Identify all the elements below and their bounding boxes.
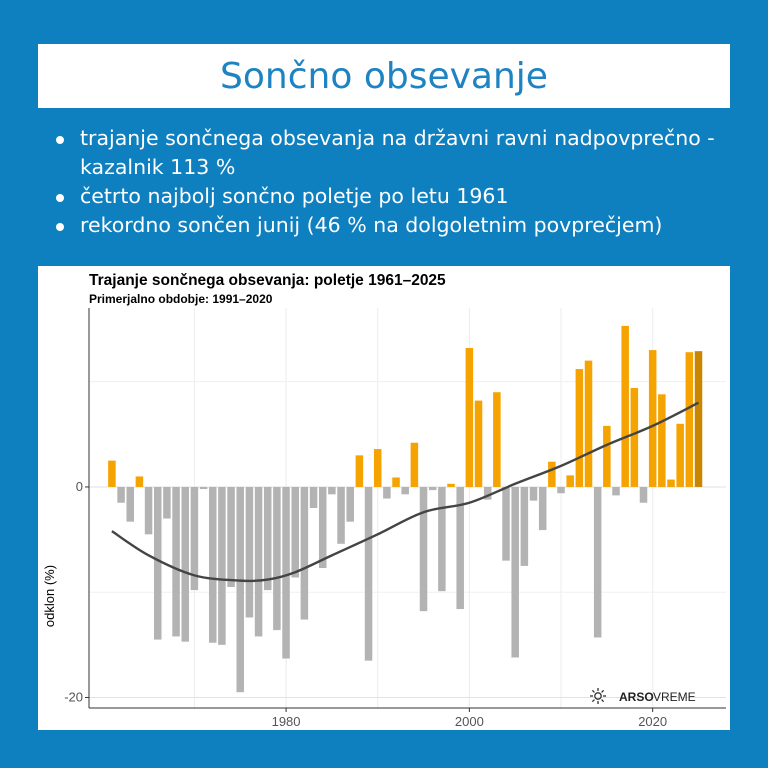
bar [593, 486, 602, 638]
trend-line [111, 401, 700, 583]
bar [603, 425, 611, 487]
title-banner: Sončno obsevanje [38, 44, 730, 108]
bar [254, 486, 263, 637]
bar [685, 352, 694, 487]
bullet-text: četrto najbolj sončno poletje po letu 19… [80, 184, 509, 208]
x-tick-label: 1980 [272, 714, 301, 729]
bar [465, 348, 474, 487]
x-tick-label: 2000 [455, 714, 484, 729]
bar [658, 394, 666, 487]
bar [373, 449, 382, 487]
bullet-item: četrto najbolj sončno poletje po letu 19… [50, 182, 750, 211]
bar [108, 460, 116, 487]
bar [548, 461, 556, 487]
bar [694, 351, 703, 487]
y-axis-label: odklon (%) [42, 565, 57, 627]
chart-subtitle: Primerjalno obdobje: 1991–2020 [89, 292, 273, 306]
chart-panel: Trajanje sončnega obsevanja: poletje 196… [38, 266, 730, 730]
bar [364, 486, 373, 661]
bar [355, 455, 364, 487]
bar [153, 486, 162, 640]
bar [538, 486, 547, 531]
bar [218, 486, 226, 645]
y-tick-label: -20 [64, 689, 83, 704]
bar [236, 486, 244, 693]
bar [227, 486, 235, 587]
bullet-item: trajanje sončnega obsevanja na državni r… [50, 124, 750, 182]
bar [163, 486, 171, 519]
logo-brand: ARSO [619, 690, 654, 704]
y-tick-label: 0 [76, 479, 83, 494]
bar [493, 392, 501, 487]
logo-sub: VREME [653, 690, 696, 704]
x-tick-label: 2020 [638, 714, 667, 729]
bar [263, 486, 272, 591]
bar [318, 486, 327, 568]
bar [667, 479, 675, 487]
chart-title: Trajanje sončnega obsevanja: poletje 196… [89, 272, 446, 289]
bar [401, 486, 409, 495]
bar [529, 486, 538, 501]
bar [337, 486, 345, 544]
bullet-text: rekordno sončen junij (46 % na dolgoletn… [80, 213, 663, 237]
bar [621, 325, 629, 487]
bar [309, 486, 318, 508]
bar [383, 486, 391, 499]
bar [447, 483, 455, 487]
bar [245, 486, 254, 618]
bar [648, 350, 657, 487]
page-title: Sončno obsevanje [220, 55, 548, 97]
sun-icon [590, 688, 606, 704]
bar [612, 486, 620, 496]
bar [273, 486, 281, 631]
bar [208, 486, 217, 643]
arso-logo: ARSO VREME [590, 688, 696, 704]
bar [328, 486, 336, 495]
bullet-dot [56, 223, 64, 231]
bar [474, 400, 483, 487]
bar [126, 486, 135, 522]
bar [584, 360, 593, 487]
bar [419, 486, 428, 612]
bars-group [108, 325, 703, 693]
bullet-dot [56, 136, 64, 144]
bar [346, 486, 354, 522]
bar [300, 486, 309, 620]
bar [557, 486, 565, 494]
bullet-dot [56, 194, 64, 202]
bar [144, 486, 153, 535]
bar [630, 388, 639, 487]
bar [676, 423, 684, 487]
bar [181, 486, 189, 642]
bar [392, 477, 400, 487]
bar [410, 442, 419, 487]
bar [483, 486, 492, 500]
bullet-list: trajanje sončnega obsevanja na državni r… [50, 124, 750, 240]
bar [575, 369, 584, 487]
bar [135, 476, 144, 487]
bar [117, 486, 125, 503]
axes-group: 1980 2000 2020 0 -20 [64, 308, 726, 729]
bar [502, 486, 510, 561]
bar [190, 486, 199, 591]
bar [199, 486, 208, 490]
bullet-item: rekordno sončen junij (46 % na dolgoletn… [50, 211, 750, 240]
bar [172, 486, 180, 637]
bar [291, 486, 299, 578]
bar [456, 486, 464, 610]
bar [520, 486, 529, 566]
bar [511, 486, 519, 658]
bar [438, 486, 446, 592]
sunshine-bar-chart: Trajanje sončnega obsevanja: poletje 196… [42, 272, 726, 729]
bullet-text: trajanje sončnega obsevanja na državni r… [80, 126, 715, 179]
bar [639, 486, 648, 503]
bar [566, 475, 574, 487]
bar [428, 486, 437, 491]
bar [282, 486, 290, 659]
